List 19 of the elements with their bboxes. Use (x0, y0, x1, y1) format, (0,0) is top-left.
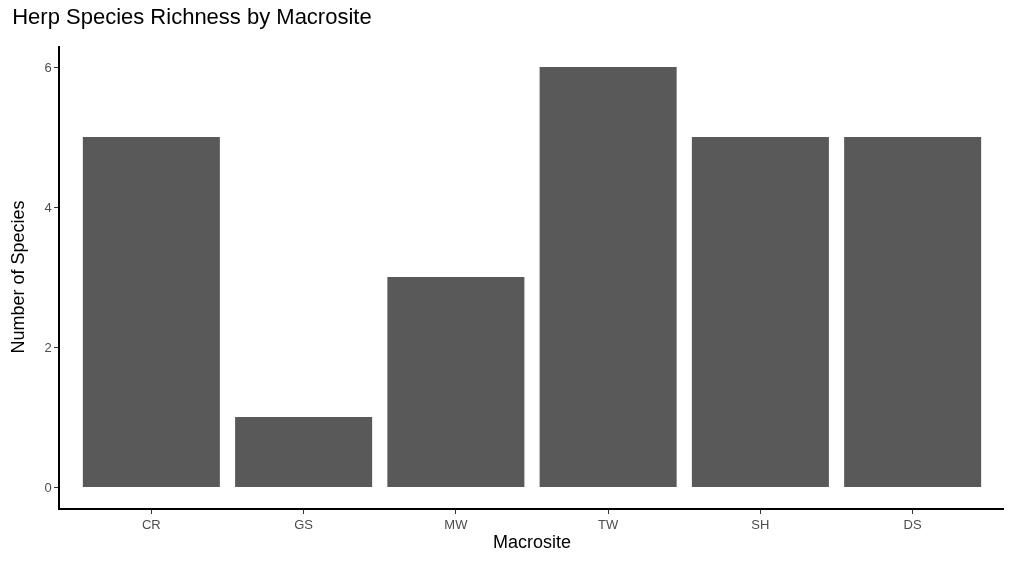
y-tick-label: 2 (44, 339, 52, 355)
x-tick-label: MW (444, 517, 469, 533)
bar (539, 67, 677, 487)
y-tick-label: 6 (44, 59, 52, 75)
bar (235, 417, 373, 487)
x-tick-label: TW (598, 517, 619, 533)
bar (844, 137, 982, 487)
chart-title: Herp Species Richness by Macrosite (12, 3, 372, 29)
x-tick-label: SH (751, 517, 770, 533)
y-tick-label: 4 (44, 199, 52, 215)
bar (82, 137, 220, 487)
y-tick-label: 0 (44, 479, 52, 495)
x-tick-label: CR (141, 517, 161, 533)
x-tick-label: DS (903, 517, 923, 533)
x-axis-title: Macrosite (492, 531, 572, 552)
y-axis-title: Number of Species (8, 200, 29, 354)
x-tick-label: GS (294, 517, 314, 533)
bar (691, 137, 829, 487)
bar (387, 277, 525, 487)
